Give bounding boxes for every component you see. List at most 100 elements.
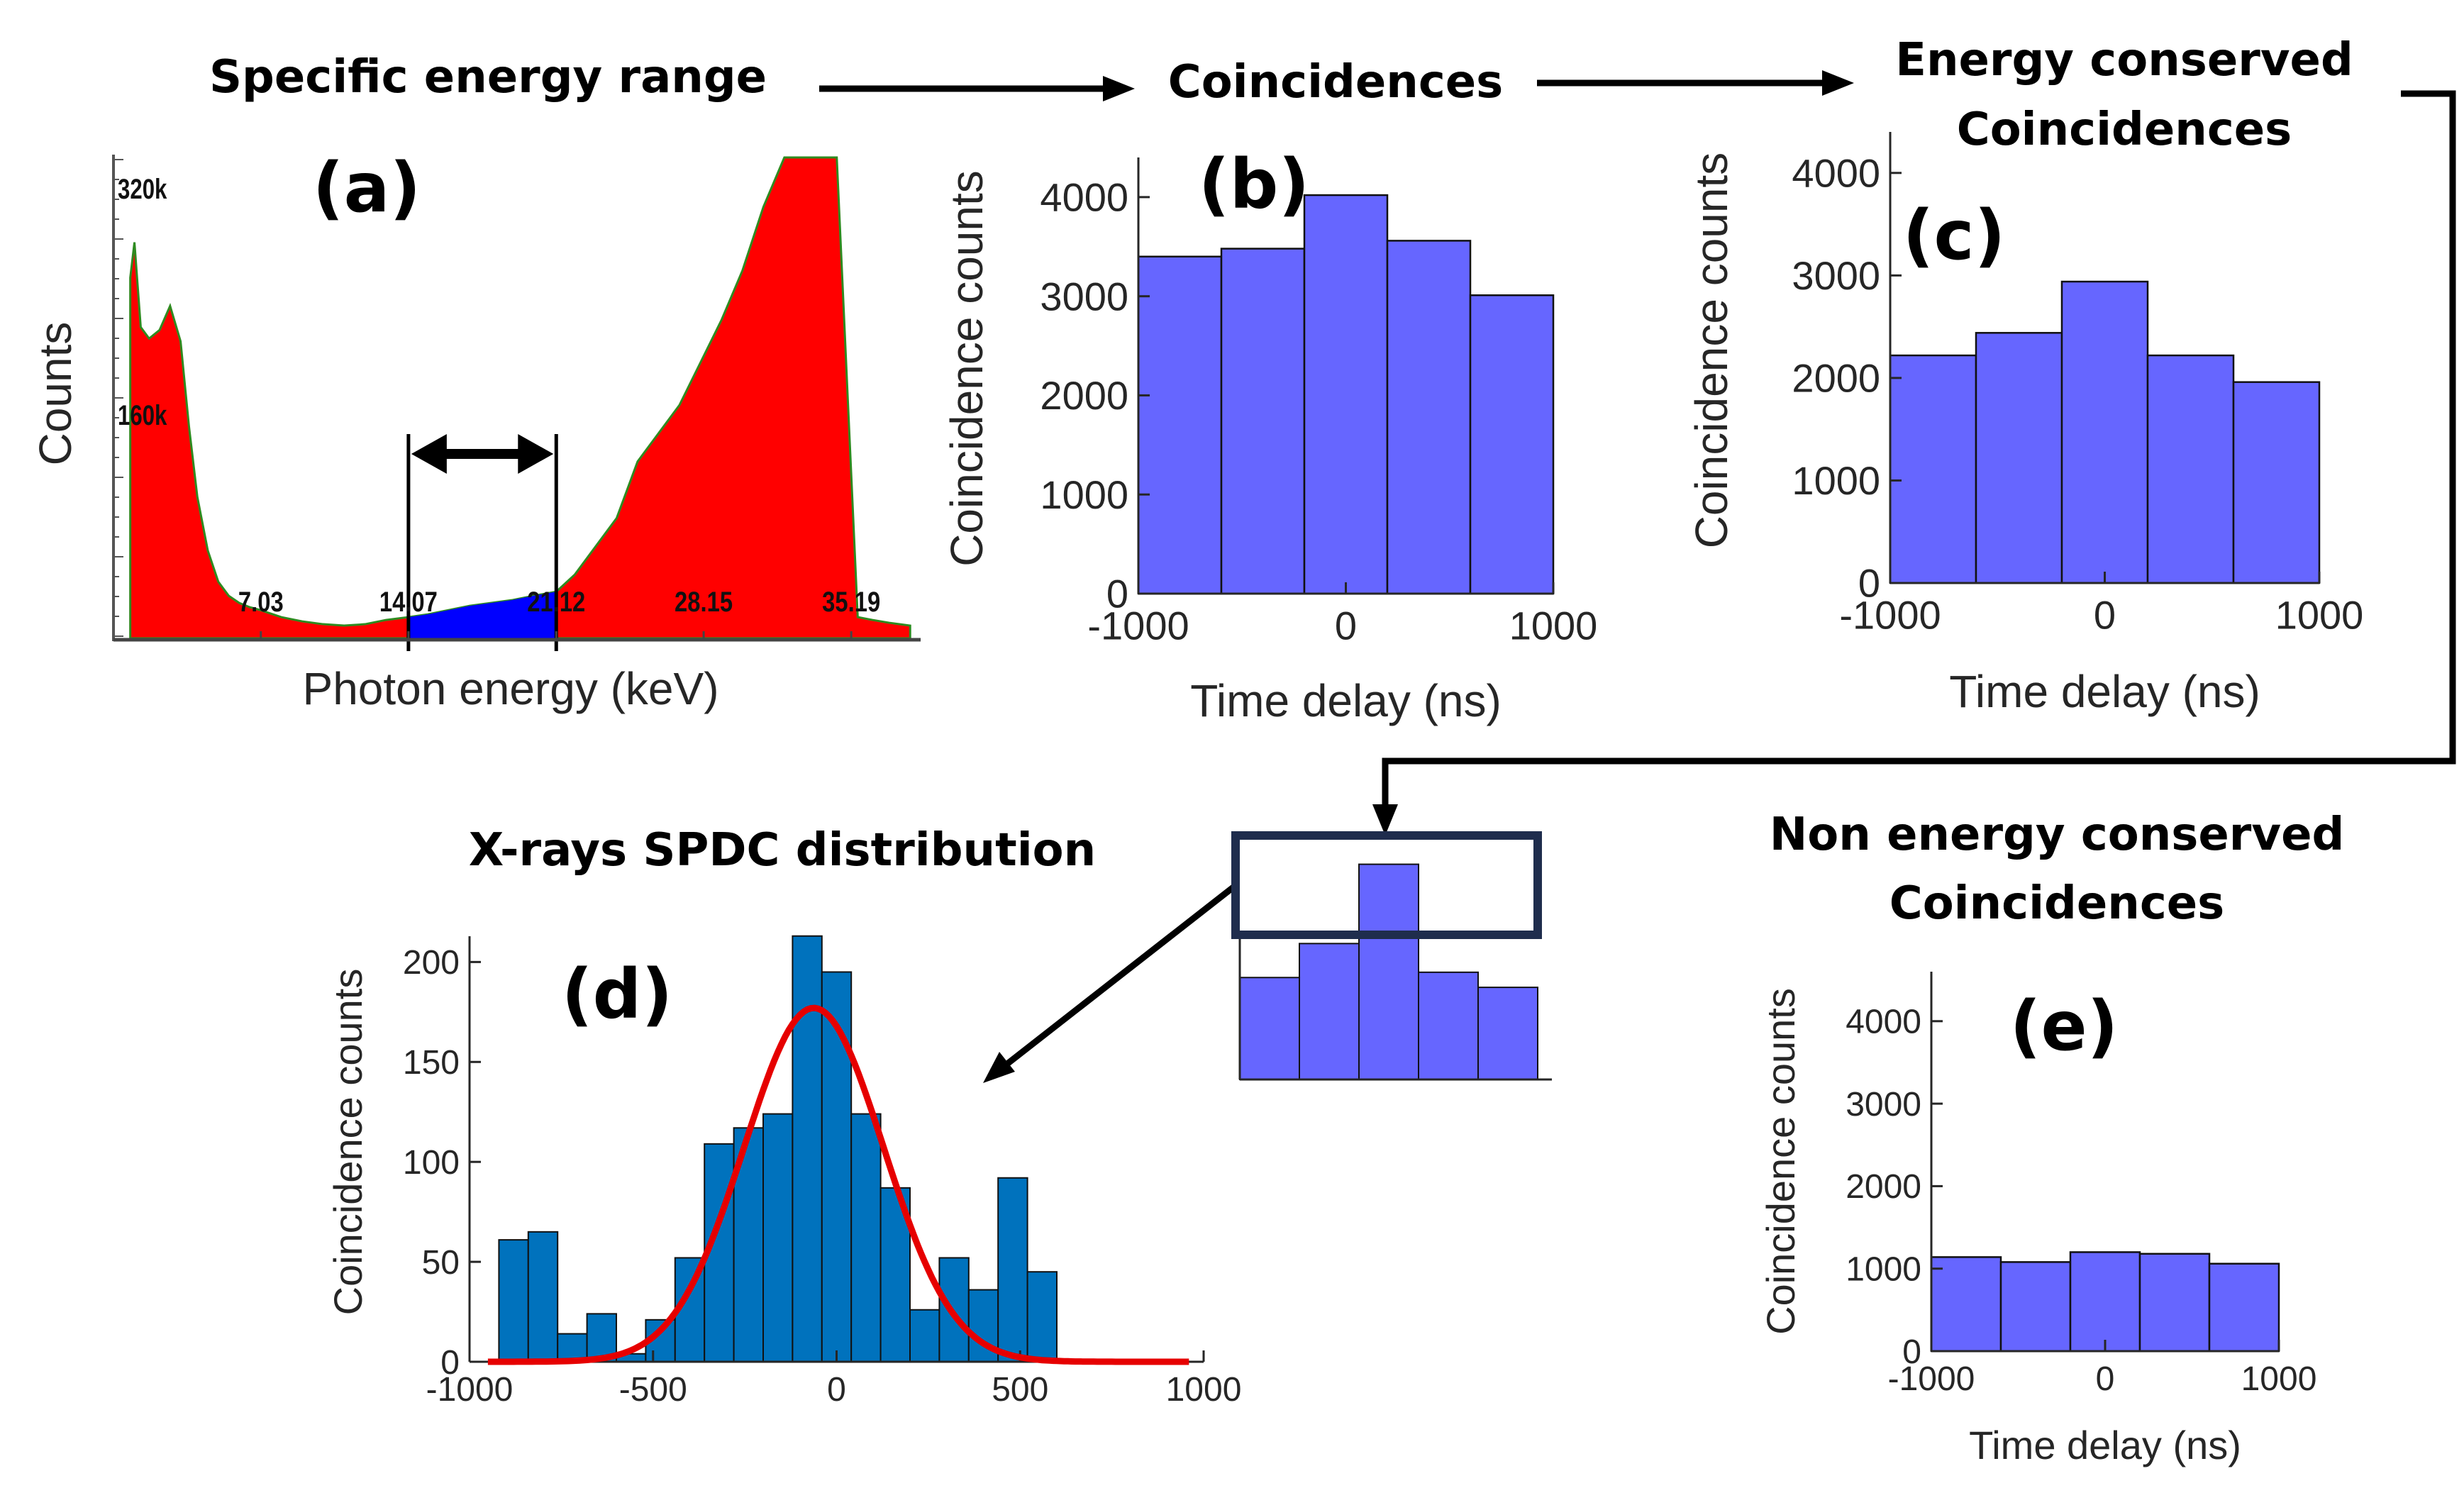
y-axis-label: Coincidence counts xyxy=(1686,152,1737,549)
y-tick-label: 4000 xyxy=(1792,150,1880,195)
histogram-bar xyxy=(1220,248,1306,595)
panel-label-c: (c) xyxy=(1903,196,2006,275)
connector-c-to-inset-head xyxy=(1372,804,1398,836)
y-tick-label: 200 xyxy=(403,944,460,982)
y-tick-label: 4000 xyxy=(1846,1004,1921,1041)
spectrum-x-tick-label: 28.15 xyxy=(675,586,733,618)
panel-d-spdc-distribution: 0 50 100 150 200 -1000 -500 0 500 1000 Coincidence… xyxy=(326,935,1242,1409)
x-tick-label: -1000 xyxy=(1839,592,1941,637)
y-axis-label: Coincidence counts xyxy=(941,170,992,567)
x-tick-label: 1000 xyxy=(2275,592,2364,637)
inset-bar xyxy=(1239,977,1300,1080)
y-tick-label: 4000 xyxy=(1040,175,1128,220)
histogram-bar xyxy=(2146,354,2235,584)
spectrum-x-tick-label: 35.19 xyxy=(822,586,880,618)
histogram-bar xyxy=(1930,1256,2002,1353)
histogram-bar xyxy=(1137,255,1223,595)
inset-bar xyxy=(1358,863,1419,1080)
histogram-bar xyxy=(909,1309,940,1363)
header-non-energy-conserved-line2: Coincidences xyxy=(1889,877,2225,930)
histogram-bar xyxy=(850,1113,882,1362)
spectrum-area xyxy=(129,156,911,640)
y-tick-label: 0 xyxy=(1858,561,1880,606)
y-axis-label: Coincidence counts xyxy=(1758,988,1803,1335)
histogram-bar xyxy=(2060,280,2149,584)
spectrum-y-tick-label: 160k xyxy=(118,399,167,431)
spectrum-x-tick-label: 7.03 xyxy=(238,586,284,618)
histogram-bar xyxy=(527,1231,559,1363)
x-tick-label: 0 xyxy=(1335,603,1357,648)
y-tick-label: 0 xyxy=(440,1344,460,1382)
histogram-bar xyxy=(762,1113,794,1362)
x-tick-label: -1000 xyxy=(426,1371,514,1409)
y-tick-label: 1000 xyxy=(1040,472,1128,517)
connector-c-to-inset xyxy=(1382,90,2456,809)
panel-label-d: (d) xyxy=(562,955,672,1034)
y-tick-label: 150 xyxy=(403,1044,460,1082)
x-axis-label: Time delay (ns) xyxy=(1949,666,2260,717)
y-axis-label: Coincidence counts xyxy=(326,969,370,1316)
y-tick-label: 3000 xyxy=(1792,253,1880,298)
arrow-a-to-b-head xyxy=(1103,76,1135,101)
y-tick-label: 100 xyxy=(403,1144,460,1182)
histogram-bar xyxy=(997,1177,1028,1363)
x-axis-label: Time delay (ns) xyxy=(1190,675,1502,726)
y-tick-label: 2000 xyxy=(1792,356,1880,401)
y-tick-label: 1000 xyxy=(1846,1250,1921,1288)
selected-energy-range xyxy=(406,434,558,651)
selected-range-fill xyxy=(408,592,557,638)
histogram-bar xyxy=(821,971,853,1363)
x-tick-label: 0 xyxy=(2094,592,2116,637)
y-tick-label: 50 xyxy=(422,1244,460,1282)
x-tick-label: -500 xyxy=(619,1371,687,1409)
histogram-bar xyxy=(2232,381,2321,584)
x-tick-label: 0 xyxy=(827,1371,846,1409)
histogram-bar xyxy=(2138,1253,2211,1353)
flow-arrows xyxy=(819,70,2456,1083)
arrow-inset-to-d-head xyxy=(983,1052,1015,1083)
spectrum-x-tick-label: 14.07 xyxy=(379,586,438,618)
spectrum-y-tick-label: 320k xyxy=(118,173,167,205)
spectrum-xlabel: Photon energy (keV) xyxy=(303,663,719,714)
y-tick-label: 3000 xyxy=(1040,274,1128,318)
y-tick-label: 2000 xyxy=(1846,1168,1921,1206)
spectrum-axes xyxy=(112,155,921,642)
x-tick-label: 1000 xyxy=(1166,1371,1242,1409)
panel-label-b: (b) xyxy=(1199,145,1309,224)
x-tick-label: -1000 xyxy=(1888,1360,1975,1398)
header-coincidences: Coincidences xyxy=(1168,56,1504,109)
y-tick-label: 3000 xyxy=(1846,1086,1921,1123)
header-energy-conserved-line1: Energy conserved xyxy=(1895,34,2353,87)
x-tick-label: 500 xyxy=(992,1371,1048,1409)
x-tick-label: 1000 xyxy=(2241,1360,2317,1398)
header-energy-conserved-line2: Coincidences xyxy=(1957,104,2292,156)
histogram-bar xyxy=(2208,1262,2280,1353)
histogram-bar xyxy=(1889,354,1977,584)
x-tick-label: 1000 xyxy=(1509,603,1598,648)
panel-label-a: (a) xyxy=(313,148,421,228)
histogram-bar xyxy=(1469,294,1555,595)
histogram-bar xyxy=(2069,1251,2141,1353)
spectrum-ylabel: Counts xyxy=(30,322,81,466)
gaussian-fit-curve xyxy=(487,1004,1189,1365)
spectrum-tick-labels: 320k 160k 7.03 14.07 21.12 28.15 35.19 xyxy=(118,173,880,618)
x-tick-label: -1000 xyxy=(1087,603,1189,648)
histogram-bar xyxy=(1026,1271,1058,1362)
header-xrays-spdc: X-rays SPDC distribution xyxy=(469,824,1096,877)
histogram-bar xyxy=(498,1239,529,1363)
x-axis-label: Time delay (ns) xyxy=(1969,1423,2241,1467)
inset-histogram xyxy=(1238,863,1552,1081)
spectrum-fill xyxy=(129,156,911,640)
range-arrow-right-head xyxy=(518,434,554,474)
inset-bar xyxy=(1299,943,1360,1080)
histogram-bar xyxy=(557,1333,588,1362)
histogram-bar xyxy=(1386,240,1472,595)
y-tick-label: 1000 xyxy=(1792,458,1880,503)
arrow-b-to-c-head xyxy=(1822,70,1854,96)
range-arrow-left-head xyxy=(411,434,447,474)
inset-bar xyxy=(1418,971,1479,1080)
x-tick-label: 0 xyxy=(2096,1360,2115,1398)
